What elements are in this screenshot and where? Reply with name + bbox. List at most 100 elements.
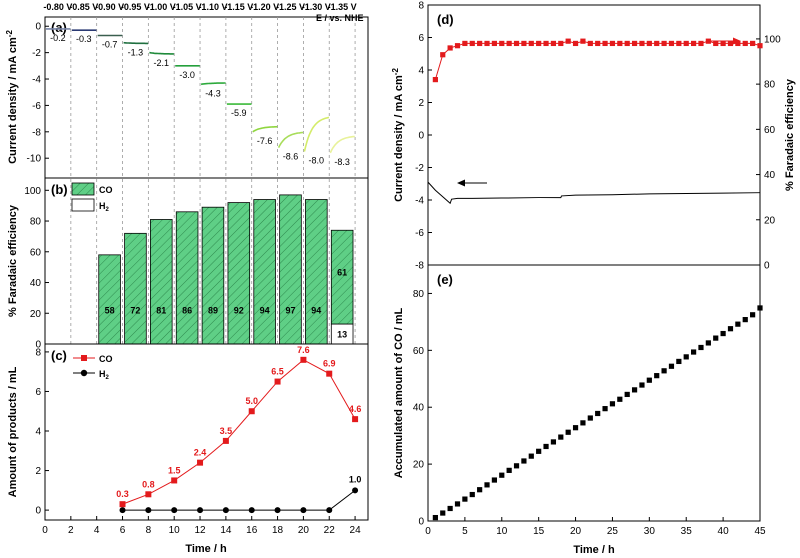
arrow-left-icon — [457, 179, 465, 187]
co-accumulated-point — [521, 458, 527, 464]
co-point — [145, 491, 152, 498]
co-point — [248, 408, 255, 415]
co-point — [300, 356, 307, 363]
faradaic-efficiency-point — [705, 38, 711, 44]
current-trace — [123, 41, 149, 45]
co-accumulated-point — [602, 406, 608, 412]
co-accumulated-point — [558, 434, 564, 440]
faradaic-efficiency-point — [447, 45, 453, 51]
y-right-tick-label: 60 — [764, 125, 776, 136]
co-bar-label: 72 — [130, 305, 140, 315]
panel-d-label: (d) — [437, 12, 454, 27]
potential-label: -1.30 V — [302, 2, 331, 12]
faradaic-efficiency-point — [521, 40, 527, 47]
current-value-label: -0.3 — [76, 34, 92, 44]
co-bar — [227, 202, 251, 345]
current-value-label: -3.0 — [179, 70, 195, 80]
panel-e-x-label: Time / h — [573, 544, 615, 556]
x-tick-label: 25 — [607, 526, 619, 537]
co-accumulated-point — [491, 477, 497, 483]
co-accumulated-point — [513, 463, 520, 469]
current-density-line — [427, 181, 761, 205]
current-trace — [277, 131, 304, 148]
co-accumulated-point — [639, 382, 645, 388]
faradaic-efficiency-point — [454, 43, 461, 49]
co-accumulated-point — [432, 514, 438, 521]
current-value-label: -0.2 — [50, 33, 66, 43]
y-right-tick-label: 40 — [764, 170, 776, 181]
faradaic-efficiency-point — [609, 40, 616, 47]
x-tick-label: 5 — [462, 526, 468, 537]
co-accumulated-point — [447, 505, 453, 512]
potential-label: -0.95 V — [121, 2, 150, 12]
potential-label: -1.15 V — [224, 2, 253, 12]
faradaic-efficiency-point — [491, 40, 497, 47]
panel-b-legend: CO H2 — [71, 182, 113, 213]
faradaic-efficiency-point — [742, 40, 748, 47]
co-bar — [253, 199, 276, 345]
co-accumulated-point — [698, 344, 704, 351]
co-bar — [330, 229, 354, 325]
co-accumulated-point — [646, 377, 652, 383]
co-accumulated-point — [609, 401, 616, 407]
current-value-label: -8.6 — [283, 152, 299, 162]
y-tick-label: -4 — [415, 196, 424, 207]
panel-e-axes: 0 20 40 60 80 0 5 10 15 20 25 30 35 40 45 — [413, 289, 766, 537]
current-value-label: -8.0 — [309, 156, 325, 166]
y-tick-label: -10 — [27, 154, 42, 165]
potential-label: -1.20 V — [250, 2, 279, 12]
h2-point — [274, 507, 281, 514]
co-accumulated-point — [484, 482, 490, 488]
co-point — [171, 477, 178, 484]
faradaic-efficiency-point — [558, 40, 564, 47]
co-accumulated-point — [654, 373, 660, 379]
faradaic-efficiency-point — [676, 40, 682, 47]
faradaic-efficiency-point — [506, 40, 512, 47]
h2-point — [248, 507, 255, 514]
faradaic-efficiency-point — [691, 40, 697, 47]
co-bar — [98, 254, 121, 345]
y-tick-label: -6 — [415, 228, 424, 239]
h2-bar-label: 13 — [337, 330, 347, 340]
y-tick-label: -4 — [32, 75, 41, 86]
faradaic-efficiency-point — [595, 40, 601, 47]
faradaic-efficiency-point — [440, 52, 446, 58]
co-bar — [150, 219, 173, 345]
legend-co-swatch — [71, 182, 95, 196]
legend-co-label: CO — [99, 185, 113, 195]
y-tick-label: 4 — [418, 66, 424, 77]
co-accumulated-point — [757, 305, 763, 311]
co-accumulated-point — [661, 368, 667, 374]
h2-point — [119, 507, 126, 514]
co-point-label: 0.3 — [116, 489, 129, 499]
co-point-label: 3.5 — [220, 426, 233, 436]
legend-h2-text: H2 — [99, 369, 110, 381]
y-right-tick-label: 20 — [764, 215, 776, 226]
h2-point — [352, 487, 359, 494]
current-value-label: -5.9 — [231, 108, 247, 118]
co-point — [326, 370, 333, 377]
co-accumulated-point — [742, 317, 748, 323]
y-tick-label: -8 — [32, 127, 41, 138]
x-tick-label: 24 — [350, 525, 362, 536]
potential-label: -1.35 V — [328, 2, 357, 12]
x-tick-label: 35 — [681, 526, 693, 537]
potential-label: -0.80 V — [43, 2, 72, 12]
co-accumulated-point — [462, 496, 468, 502]
faradaic-efficiency-point — [602, 40, 608, 47]
co-bar — [201, 206, 225, 345]
co-accumulated-point — [617, 396, 623, 402]
panel-a-label: (a) — [51, 20, 67, 35]
co-point-label: 4.6 — [349, 404, 362, 414]
panel-c-y-label: Amount of products / mL — [7, 366, 19, 497]
faradaic-efficiency-line — [434, 40, 761, 80]
x-tick-label: 15 — [533, 526, 545, 537]
y-tick-label: 0 — [418, 131, 424, 142]
h2-point — [197, 507, 204, 514]
x-tick-label: 6 — [120, 525, 126, 536]
faradaic-efficiency-point — [536, 40, 542, 47]
x-tick-label: 40 — [718, 526, 730, 537]
co-accumulated-point — [676, 358, 682, 365]
x-tick-label: 14 — [220, 525, 232, 536]
